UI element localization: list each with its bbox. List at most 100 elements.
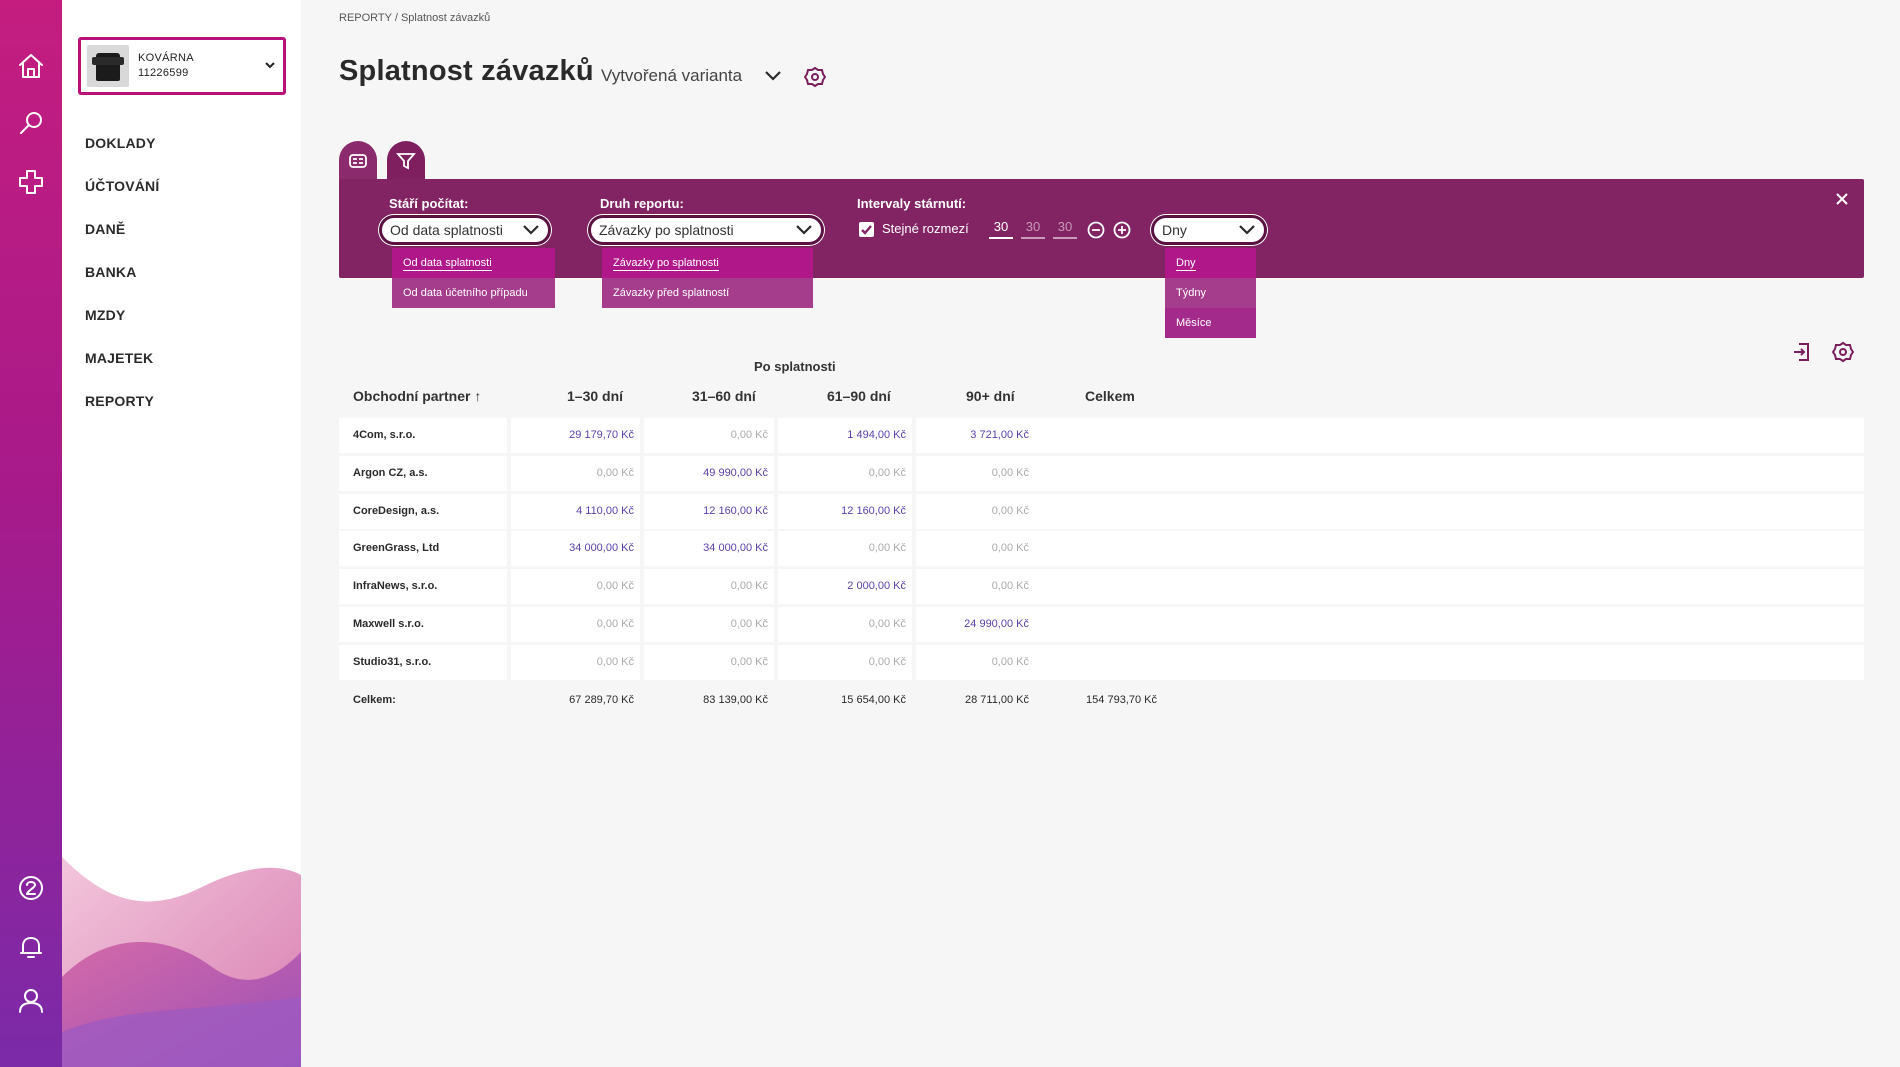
tab-table-view[interactable]: [339, 141, 377, 181]
amount-cell: 0,00 Kč: [916, 531, 1035, 567]
report-select-value: Závazky po splatnosti: [599, 222, 734, 238]
amount-cell: 0,00 Kč: [644, 418, 774, 453]
amount-cell: 0,00 Kč: [511, 644, 640, 680]
amount-cell: 0,00 Kč: [916, 644, 1035, 680]
amount-cell: 0,00 Kč: [511, 607, 640, 642]
menu-item-reporty[interactable]: REPORTY: [85, 393, 155, 409]
variant-selector[interactable]: Vytvořená varianta: [601, 66, 743, 85]
report-select[interactable]: Závazky po splatnosti: [588, 215, 824, 245]
filter-icon: [396, 153, 416, 170]
amount-cell: 0,00 Kč: [644, 644, 774, 680]
amount-cell: 0,00 Kč: [778, 455, 912, 491]
gear-icon[interactable]: [1831, 341, 1855, 363]
partner-name: CoreDesign, a.s.: [339, 493, 507, 529]
same-range-checkbox[interactable]: [859, 222, 874, 237]
unit-option-months[interactable]: Měsíce: [1165, 308, 1256, 338]
table-row[interactable]: CoreDesign, a.s. 4 110,00 Kč 12 160,00 Kč 1…: [339, 493, 1864, 529]
total-cell: 154 793,70 Kč: [1086, 693, 1157, 706]
col-header-total[interactable]: Celkem: [1085, 388, 1135, 404]
tab-filter[interactable]: [387, 141, 425, 181]
menu-item-mzdy[interactable]: MZDY: [85, 307, 126, 323]
report-label: Druh reportu:: [600, 196, 684, 211]
unit-option-weeks[interactable]: Týdny: [1165, 278, 1256, 308]
age-select-value: Od data splatnosti: [390, 222, 503, 238]
row-filler: [1033, 607, 1864, 642]
row-filler: [1033, 644, 1864, 680]
table-icon: [349, 154, 367, 168]
col-header-90plus[interactable]: 90+ dní: [966, 388, 1015, 404]
search-icon[interactable]: [13, 106, 49, 142]
main-content: REPORTY / Splatnost závazků Splatnost zá…: [301, 0, 1900, 1067]
bell-icon[interactable]: [13, 929, 49, 965]
age-select[interactable]: Od data splatnosti: [379, 215, 551, 245]
interval-input-2[interactable]: 30: [1021, 219, 1045, 239]
report-option-before-due[interactable]: Závazky před splatností: [602, 278, 813, 308]
minus-circle-icon[interactable]: [1087, 221, 1105, 239]
summary-row: Celkem: 67 289,70 Kč 83 139,00 Kč 15 654,00…: [339, 683, 1864, 718]
chevron-down-icon: [522, 221, 540, 239]
decorative-wave: [62, 857, 301, 1067]
summary-label: Celkem:: [353, 693, 396, 706]
table-row[interactable]: 4Com, s.r.o. 29 179,70 Kč 0,00 Kč 1 494,00 …: [339, 418, 1864, 453]
amount-cell: 34 000,00 Kč: [644, 531, 774, 567]
plus-icon[interactable]: [13, 164, 49, 200]
chevron-down-icon: [263, 58, 277, 72]
amount-cell: 3 721,00 Kč: [916, 418, 1035, 453]
partner-name: Argon CZ, a.s.: [339, 455, 507, 491]
amount-cell: 34 000,00 Kč: [511, 531, 640, 567]
menu-item-dane[interactable]: DANĚ: [85, 221, 126, 237]
age-option-accounting-date[interactable]: Od data účetního případu: [392, 278, 555, 308]
menu-item-doklady[interactable]: DOKLADY: [85, 135, 156, 151]
row-filler: [1033, 418, 1864, 453]
amount-cell: 12 160,00 Kč: [644, 493, 774, 529]
amount-cell: 24 990,00 Kč: [916, 607, 1035, 642]
menu-item-uctovani[interactable]: ÚČTOVÁNÍ: [85, 178, 160, 194]
amount-cell: 28 711,00 Kč: [964, 693, 1029, 706]
plus-circle-icon[interactable]: [1113, 221, 1131, 239]
unit-select[interactable]: Dny: [1151, 215, 1267, 245]
menu-item-banka[interactable]: BANKA: [85, 264, 137, 280]
company-name: KOVÁRNA: [138, 52, 194, 64]
report-option-overdue[interactable]: Závazky po splatnosti: [602, 248, 813, 278]
partner-name: GreenGrass, Ltd: [339, 531, 507, 567]
amount-cell: 0,00 Kč: [916, 493, 1035, 529]
row-filler: [1033, 531, 1864, 567]
amount-cell: 4 110,00 Kč: [511, 493, 640, 529]
amount-cell: 12 160,00 Kč: [778, 493, 912, 529]
company-id: 11226599: [138, 67, 189, 79]
table-row[interactable]: InfraNews, s.r.o. 0,00 Kč 0,00 Kč 2 000,00 …: [339, 569, 1864, 605]
col-header-31-60[interactable]: 31–60 dní: [692, 388, 756, 404]
partner-name: InfraNews, s.r.o.: [339, 569, 507, 605]
col-header-partner[interactable]: Obchodní partner ↑: [353, 388, 482, 404]
age-label: Stáří počítat:: [389, 196, 469, 211]
chevron-down-icon: [795, 221, 813, 239]
help-icon[interactable]: [13, 870, 49, 906]
interval-input-1[interactable]: 30: [989, 219, 1013, 239]
home-icon[interactable]: [13, 48, 49, 84]
unit-option-days[interactable]: Dny: [1165, 248, 1256, 278]
table-row[interactable]: Maxwell s.r.o. 0,00 Kč 0,00 Kč 0,00 Kč 24 99…: [339, 607, 1864, 642]
interval-input-3[interactable]: 30: [1053, 219, 1077, 239]
company-selector[interactable]: KOVÁRNA 11226599: [78, 37, 286, 95]
table-row[interactable]: GreenGrass, Ltd 34 000,00 Kč 34 000,00 Kč 0…: [339, 531, 1864, 567]
table-row[interactable]: Studio31, s.r.o. 0,00 Kč 0,00 Kč 0,00 Kč 0,0…: [339, 644, 1864, 680]
intervals-label: Intervaly stárnutí:: [857, 196, 967, 211]
row-filler: [1033, 493, 1864, 529]
user-icon[interactable]: [13, 983, 49, 1019]
export-icon[interactable]: [1791, 341, 1813, 363]
menu-item-majetek[interactable]: MAJETEK: [85, 350, 154, 366]
chevron-down-icon[interactable]: [763, 68, 783, 88]
table-row[interactable]: Argon CZ, a.s. 0,00 Kč 49 990,00 Kč 0,00 Kč…: [339, 455, 1864, 491]
amount-cell: 0,00 Kč: [511, 455, 640, 491]
check-icon: [861, 225, 872, 235]
age-option-due-date[interactable]: Od data splatnosti: [392, 248, 555, 278]
amount-cell: 29 179,70 Kč: [511, 418, 640, 453]
gear-icon[interactable]: [803, 66, 827, 88]
amount-cell: 67 289,70 Kč: [569, 693, 634, 706]
col-header-1-30[interactable]: 1–30 dní: [567, 388, 624, 404]
breadcrumb[interactable]: REPORTY / Splatnost závazků: [339, 12, 491, 24]
amount-cell: 1 494,00 Kč: [778, 418, 912, 453]
close-icon[interactable]: [1834, 191, 1850, 207]
amount-cell: 0,00 Kč: [778, 607, 912, 642]
col-header-61-90[interactable]: 61–90 dní: [827, 388, 891, 404]
